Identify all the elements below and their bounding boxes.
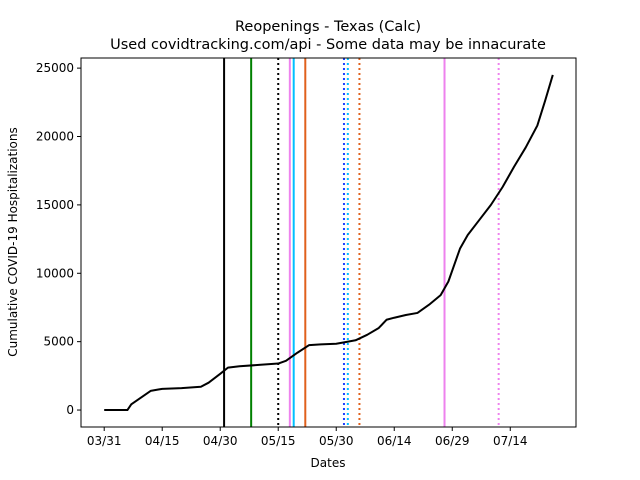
x-tick-label: 05/15 xyxy=(261,434,296,448)
y-tick-label: 0 xyxy=(66,403,74,417)
x-tick-label: 03/31 xyxy=(87,434,122,448)
y-tick-label: 15000 xyxy=(36,198,74,212)
data-line xyxy=(104,74,554,412)
y-axis-label: Cumulative COVID-19 Hospitalizations xyxy=(6,127,20,357)
x-tick-label: 05/30 xyxy=(319,434,354,448)
y-tick-label: 10000 xyxy=(36,266,74,280)
y-tick-label: 20000 xyxy=(36,130,74,144)
x-tick-label: 07/14 xyxy=(493,434,528,448)
chart-title: Reopenings - Texas (Calc) xyxy=(235,19,421,35)
y-tick-label: 25000 xyxy=(36,61,74,75)
x-axis-label: Dates xyxy=(311,456,346,470)
y-tick-label: 5000 xyxy=(43,335,74,349)
x-tick-label: 06/29 xyxy=(435,434,470,448)
x-tick-label: 04/30 xyxy=(203,434,238,448)
x-tick-label: 06/14 xyxy=(377,434,412,448)
chart-subtitle: Used covidtracking.com/api - Some data m… xyxy=(110,37,546,53)
x-tick-label: 04/15 xyxy=(145,434,180,448)
plot-frame xyxy=(80,57,577,428)
